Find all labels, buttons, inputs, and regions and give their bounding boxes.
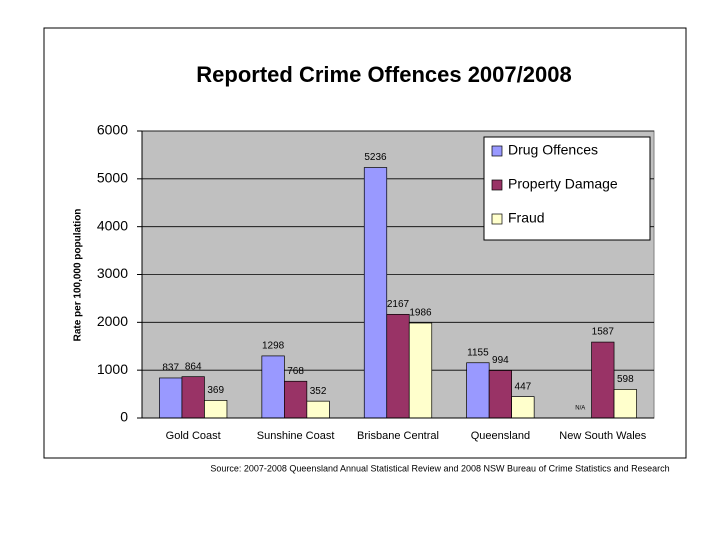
chart-title: Reported Crime Offences 2007/2008	[196, 62, 571, 87]
legend-box	[483, 136, 651, 241]
bar	[613, 389, 637, 419]
x-tick-label: Sunshine Coast	[257, 430, 335, 442]
y-tick-label: 0	[120, 409, 128, 425]
legend-swatch	[491, 179, 503, 191]
x-tick-label: Queensland	[471, 430, 530, 442]
data-label: 1986	[409, 308, 432, 319]
bar	[159, 377, 183, 419]
data-label: 864	[185, 361, 202, 372]
source-note: Source: 2007-2008 Queensland Annual Stat…	[210, 463, 669, 473]
legend-swatch	[491, 145, 503, 157]
bar	[181, 376, 205, 419]
legend-swatch	[491, 213, 503, 225]
bar	[488, 370, 512, 419]
data-label: 1298	[262, 341, 285, 352]
bar	[363, 167, 388, 419]
bar	[591, 341, 615, 419]
bar	[261, 355, 285, 419]
bar	[408, 322, 433, 419]
bar	[466, 362, 490, 419]
x-tick-label: New South Wales	[559, 430, 647, 442]
y-axis-label: Rate per 100,000 population	[73, 209, 84, 342]
bar	[306, 400, 330, 419]
data-label: 837	[162, 363, 179, 374]
bar	[284, 380, 308, 419]
data-label: 1155	[467, 347, 489, 358]
data-label: 768	[287, 366, 304, 377]
data-label: 2167	[387, 299, 410, 310]
legend-label: Property Damage	[508, 176, 618, 192]
legend-label: Drug Offences	[508, 142, 598, 158]
bar	[386, 313, 410, 419]
legend-label: Fraud	[508, 210, 545, 226]
y-tick-label: 4000	[97, 217, 128, 233]
y-tick-label: 1000	[97, 361, 128, 377]
data-label: 5236	[364, 152, 387, 163]
bar	[511, 396, 535, 419]
data-label: 352	[310, 386, 327, 397]
data-label: 447	[515, 381, 532, 392]
bar	[204, 399, 228, 419]
data-label: 369	[207, 385, 224, 396]
x-tick-label: Gold Coast	[166, 430, 221, 442]
data-label: 598	[617, 374, 634, 385]
data-label: 1587	[592, 327, 615, 338]
data-label: 994	[492, 355, 509, 366]
y-tick-label: 2000	[97, 313, 128, 329]
y-tick-label: 6000	[97, 122, 128, 138]
y-tick-label: 3000	[97, 265, 128, 281]
data-label: N/A	[575, 406, 585, 412]
y-tick-label: 5000	[97, 170, 128, 186]
x-tick-label: Brisbane Central	[357, 430, 439, 442]
